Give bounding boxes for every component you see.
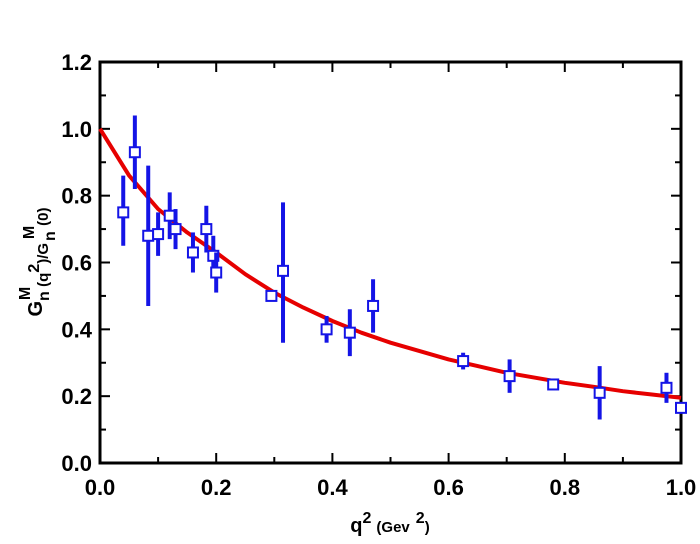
x-tick-labels: 0.0 0.2 0.4 0.6 0.8 1.0 — [85, 475, 697, 500]
fit-curve — [98, 127, 682, 400]
x-tick-label: 1.0 — [666, 475, 697, 500]
data-point-marker — [200, 223, 213, 236]
y-tick-label: 1.2 — [61, 50, 92, 75]
y-title-g2-sup: M — [21, 226, 38, 239]
data-points-layer — [117, 115, 687, 420]
data-point-marker — [457, 355, 470, 368]
x-tick-label: 0.6 — [433, 475, 464, 500]
y-title-mid-sup: 2 — [26, 264, 43, 273]
x-title-unit-sup: 2 — [416, 510, 425, 527]
y-tick-label: 0.8 — [61, 184, 92, 209]
x-title-unit-open: (Gev — [376, 519, 410, 536]
y-tick-label: 0.6 — [61, 251, 92, 276]
data-point-marker — [142, 229, 155, 242]
y-tick-label: 0.4 — [61, 317, 92, 342]
data-point-marker — [675, 401, 687, 414]
data-point-marker — [593, 386, 606, 399]
data-point-marker — [277, 264, 290, 277]
y-title-g2-sub: n — [42, 231, 59, 241]
data-point-marker — [343, 326, 356, 339]
y-title-tail: (0) — [35, 207, 52, 225]
data-point-marker — [367, 299, 380, 312]
y-title-mid: (q — [35, 273, 52, 287]
data-point-marker — [169, 223, 182, 236]
data-point-marker — [163, 209, 176, 222]
data-point-marker — [660, 381, 673, 394]
data-point-marker — [186, 246, 199, 259]
fit-curve-layer — [98, 127, 682, 400]
y-tick-label: 0.2 — [61, 384, 92, 409]
y-tick-label: 0.0 — [61, 451, 92, 476]
y-title-g1: G — [25, 301, 47, 317]
data-point-marker — [207, 249, 220, 262]
data-point-marker — [503, 370, 516, 383]
y-axis-title: GnM(q2)/GnM(0) — [17, 207, 59, 316]
x-axis-title: q2(Gev2) — [350, 510, 429, 537]
x-tick-label: 0.0 — [85, 475, 116, 500]
axis-ticks — [99, 61, 682, 464]
y-tick-label: 1.0 — [61, 117, 92, 142]
data-point-marker — [547, 378, 560, 391]
x-tick-label: 0.2 — [201, 475, 232, 500]
x-tick-label: 0.4 — [317, 475, 348, 500]
data-point-marker — [152, 228, 165, 241]
x-title-base: q — [350, 515, 362, 537]
data-point-marker — [117, 206, 130, 219]
data-point-marker — [210, 266, 223, 279]
data-point-marker — [265, 289, 278, 302]
plot-frame — [98, 60, 683, 465]
y-title-g1-sub: n — [36, 291, 53, 301]
data-point-marker — [320, 323, 333, 336]
y-tick-labels: 0.0 0.2 0.4 0.6 0.8 1.0 1.2 — [61, 50, 92, 476]
x-tick-label: 0.8 — [550, 475, 581, 500]
x-title-sup: 2 — [363, 510, 372, 527]
y-title-mid-close: )/G — [35, 243, 52, 264]
data-point-marker — [128, 146, 141, 159]
x-title-unit-close: ) — [425, 519, 430, 536]
y-title-g1-sup: M — [17, 287, 34, 300]
